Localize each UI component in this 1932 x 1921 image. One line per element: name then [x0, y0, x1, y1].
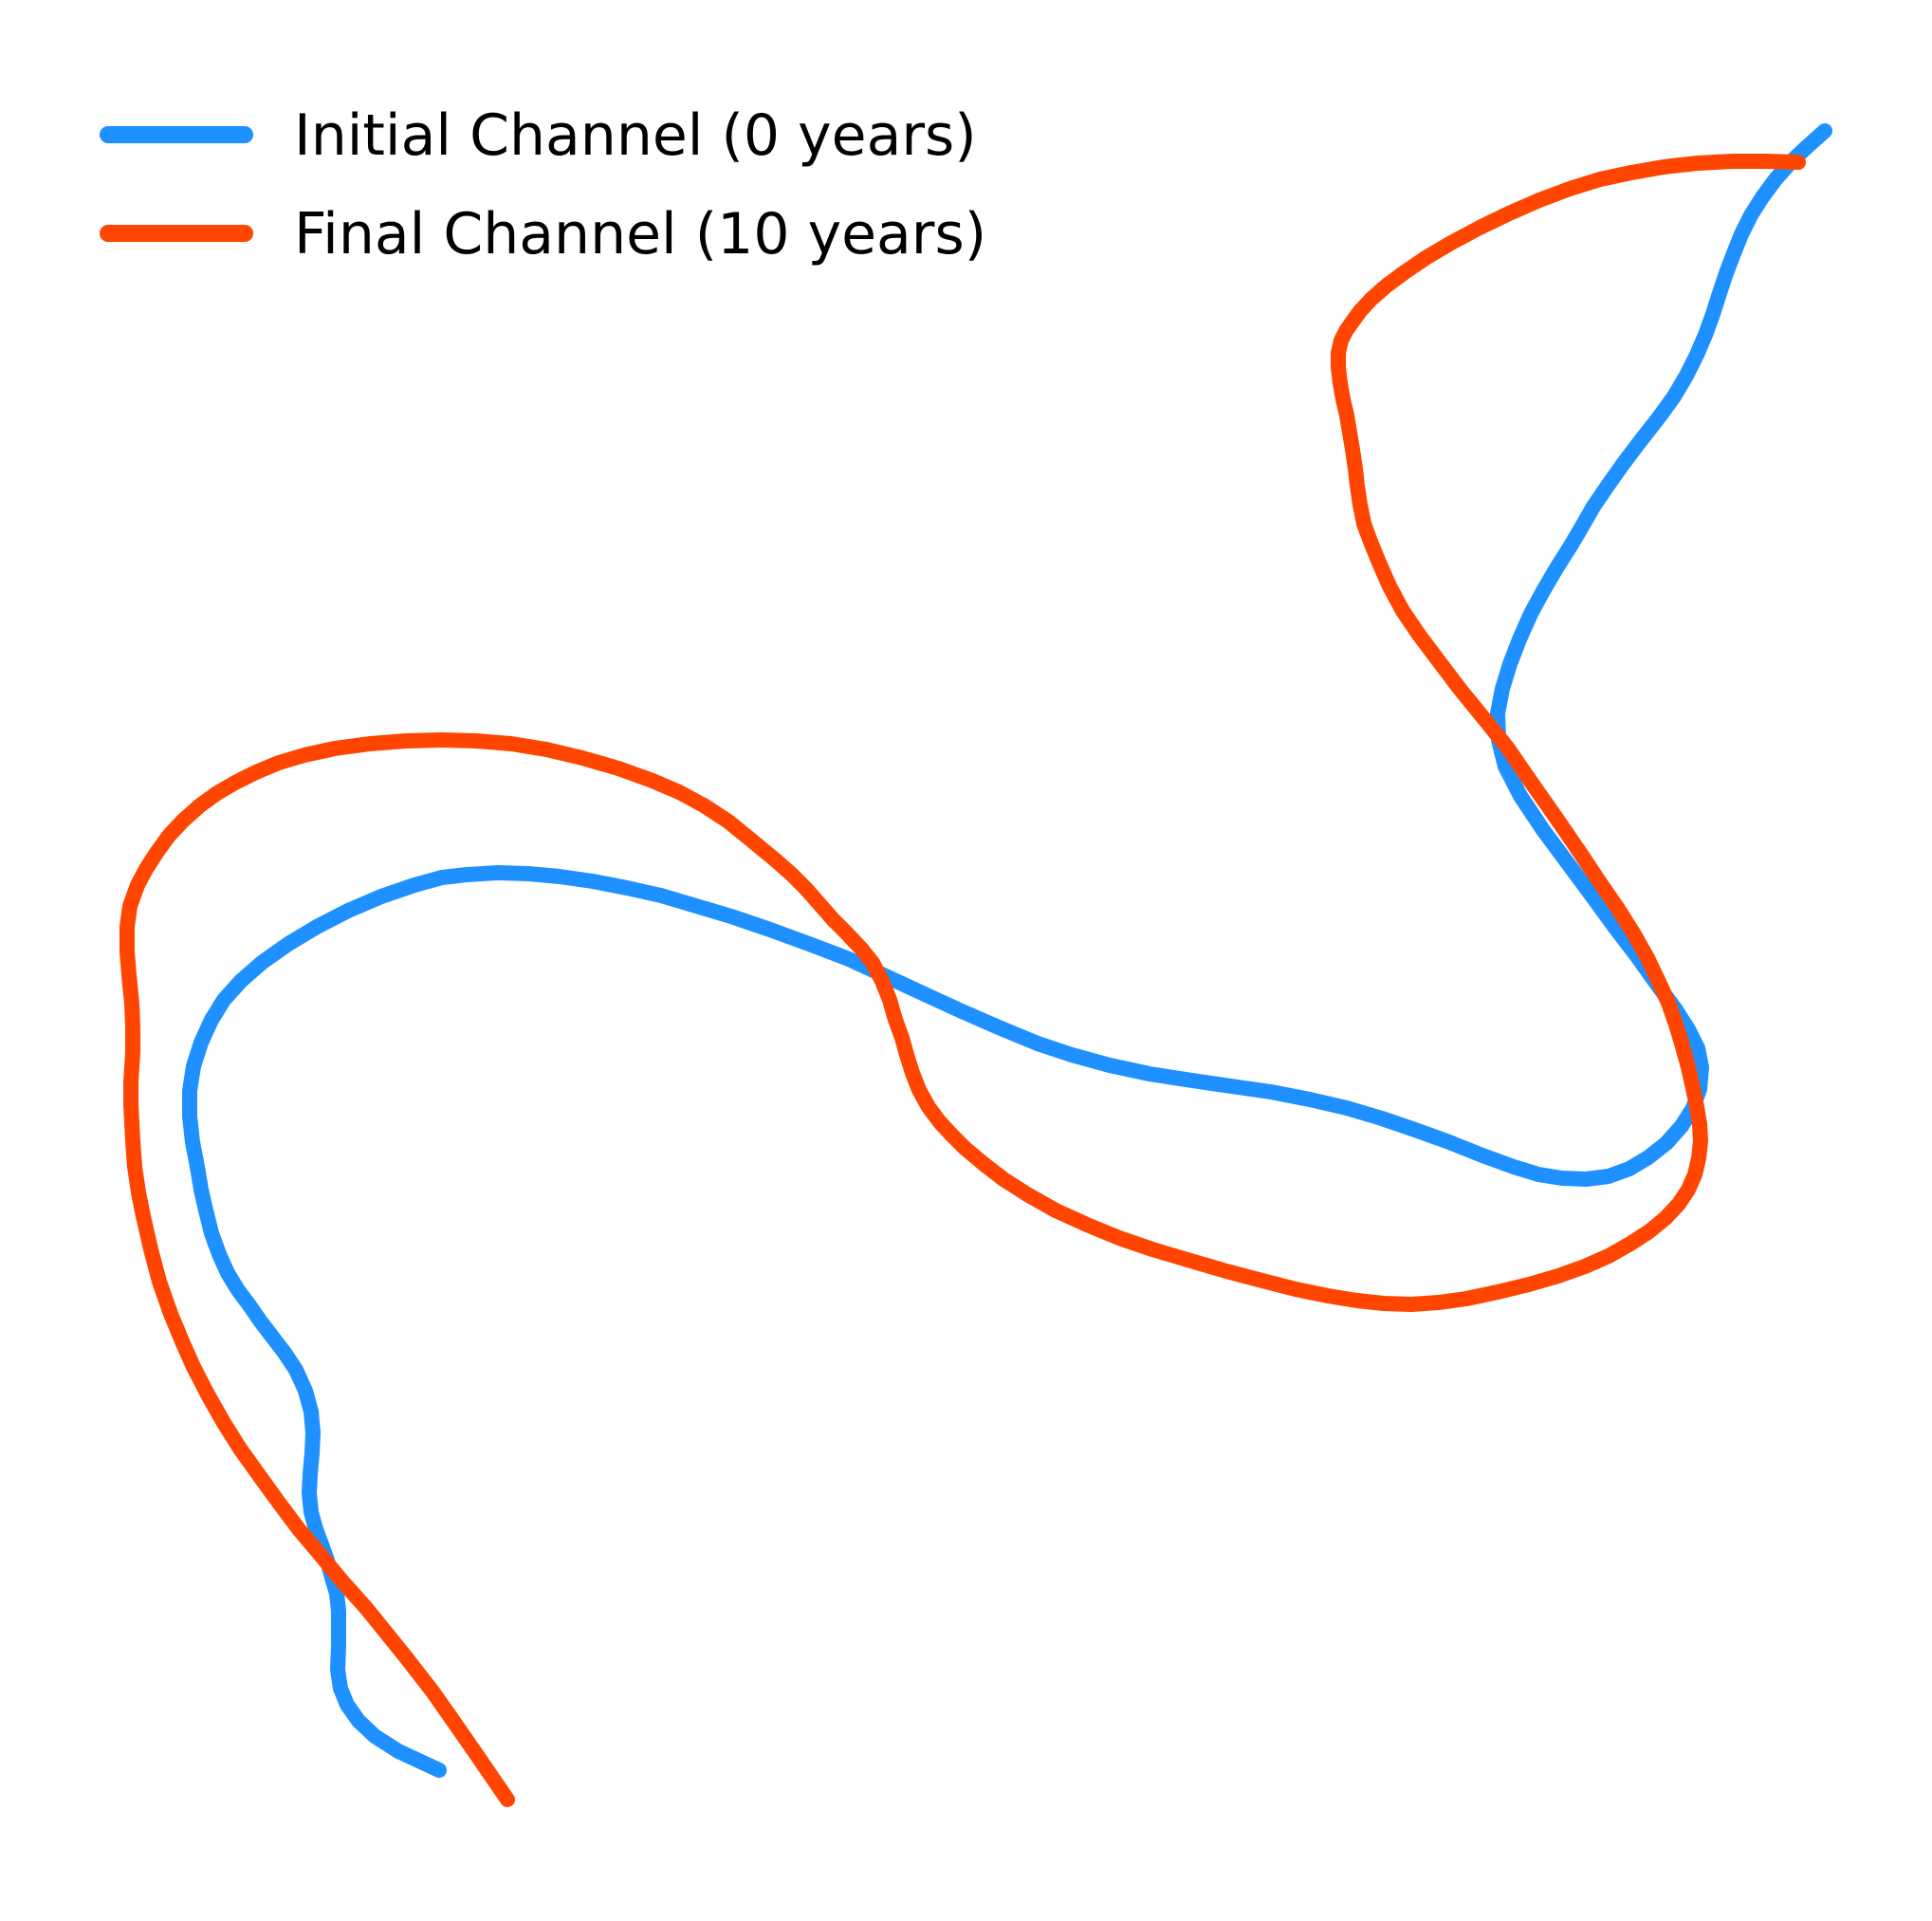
series-layer	[120, 123, 1832, 1807]
legend-item-final: Final Channel (10 years)	[100, 201, 986, 268]
series-line-final-channel	[120, 154, 1806, 1807]
legend-item-initial: Initial Channel (0 years)	[100, 102, 977, 169]
series-line-initial-channel	[182, 123, 1832, 1778]
legend-label-initial: Initial Channel (0 years)	[294, 102, 977, 169]
legend-label-final: Final Channel (10 years)	[294, 201, 986, 268]
legend: Initial Channel (0 years) Final Channel …	[100, 102, 986, 268]
